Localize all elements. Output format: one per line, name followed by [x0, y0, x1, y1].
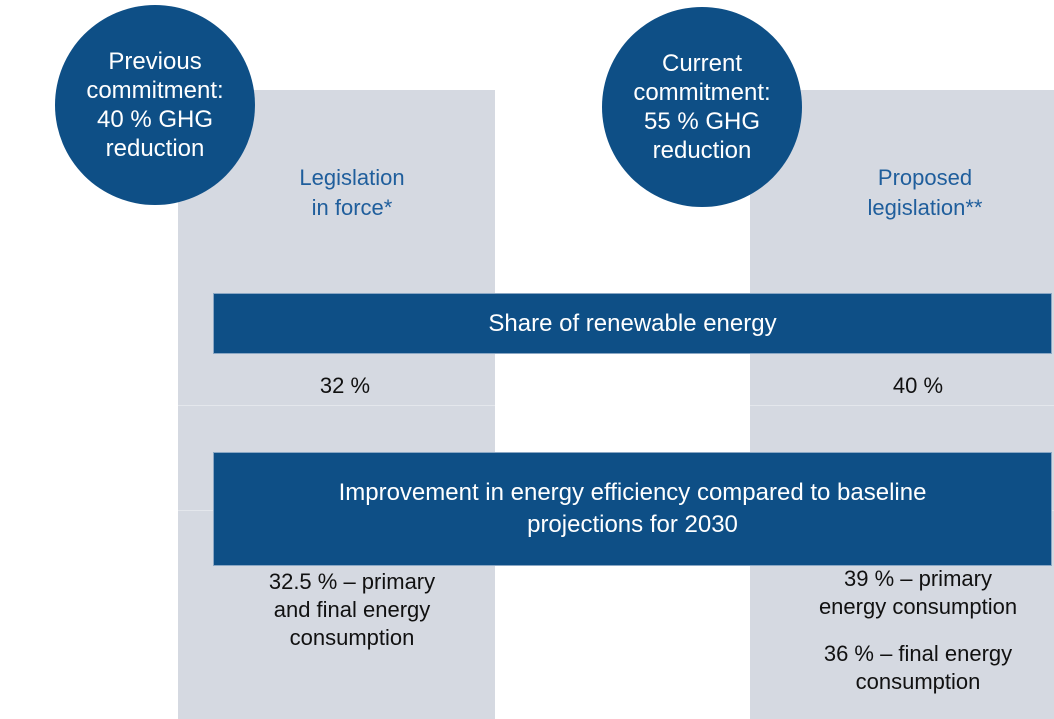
efficiency-bar: Improvement in energy efficiency compare…	[213, 452, 1052, 566]
text-line: consumption	[289, 625, 415, 650]
right-circle: Current commitment: 55 % GHG reduction	[602, 7, 802, 207]
text-line: 55 % GHG	[643, 108, 761, 135]
renewable-bar: Share of renewable energy	[213, 293, 1052, 354]
right-renewable: 40 %	[818, 372, 1018, 399]
text-line: consumption	[855, 669, 981, 694]
value-text: 32 %	[319, 373, 371, 398]
right-column-title: Proposed legislation**	[825, 163, 1025, 223]
text-line: Proposed	[877, 165, 973, 190]
right-efficiency-primary: 39 % – primary energy consumption	[778, 565, 1054, 621]
text-line: projections for 2030	[527, 511, 738, 538]
text-line: Legislation	[299, 165, 405, 190]
divider	[178, 405, 495, 406]
left-renewable: 32 %	[245, 372, 445, 399]
text-line: commitment:	[86, 77, 224, 104]
left-circle: Previous commitment: 40 % GHG reduction	[55, 5, 255, 205]
text-line: commitment:	[633, 79, 771, 106]
divider	[750, 405, 1054, 406]
left-efficiency: 32.5 % – primary and final energy consumpt…	[222, 568, 482, 652]
text-line: Previous	[108, 48, 202, 75]
text-line: 39 % – primary	[844, 566, 992, 591]
text-line: 32.5 % – primary	[268, 569, 436, 594]
text-line: 40 % GHG	[96, 106, 214, 133]
left-column-title: Legislation in force*	[252, 163, 452, 223]
text-line: and final energy	[273, 597, 431, 622]
text-line: Improvement in energy efficiency compare…	[338, 479, 927, 506]
text-line: reduction	[652, 137, 752, 164]
text-line: Share of renewable energy	[488, 309, 777, 337]
right-column	[750, 90, 1054, 719]
text-line: legislation**	[867, 195, 983, 220]
text-line: 36 % – final energy	[823, 641, 1013, 666]
text-line: Current	[661, 50, 743, 77]
text-line: reduction	[105, 135, 205, 162]
left-column	[178, 90, 495, 719]
right-efficiency-final: 36 % – final energy consumption	[778, 640, 1054, 696]
value-text: 40 %	[892, 373, 944, 398]
text-line: energy consumption	[818, 594, 1018, 619]
text-line: in force*	[311, 195, 393, 220]
